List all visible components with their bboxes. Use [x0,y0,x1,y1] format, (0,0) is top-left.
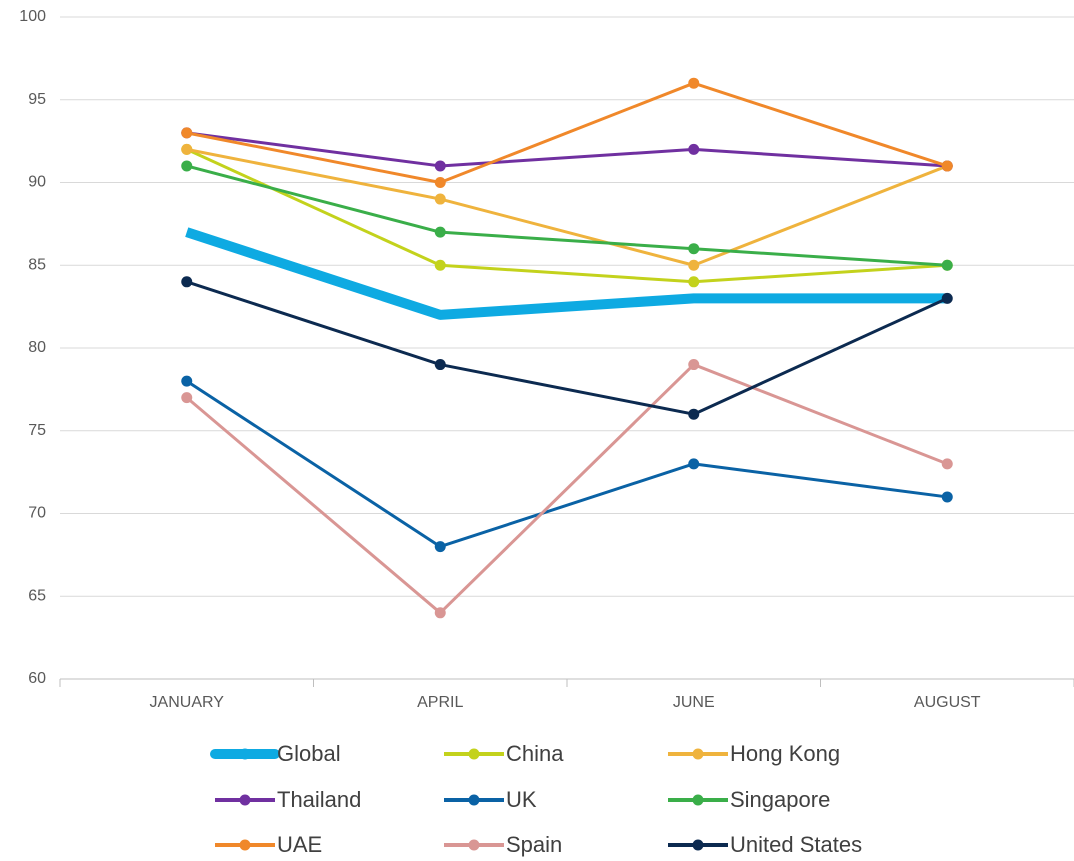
y-tick-label: 70 [28,505,46,522]
legend-label: UAE [277,832,322,857]
legend-marker [468,748,480,760]
point [181,160,193,172]
legend-marker [239,794,251,806]
point [941,491,953,503]
legend-label: United States [730,832,862,857]
legend-label: UK [506,787,537,812]
point [941,292,953,304]
point [434,226,446,238]
point [434,607,446,619]
point [688,243,700,255]
series-line [185,227,948,320]
legend-marker [239,839,251,851]
y-tick-label: 85 [28,256,46,273]
y-tick-label: 100 [19,8,46,25]
point [688,359,700,371]
y-tick-label: 65 [28,587,46,604]
series-line [186,81,948,184]
point [688,259,700,271]
point [434,193,446,205]
legend-marker [692,794,704,806]
legend-label: Hong Kong [730,741,840,766]
point [181,375,193,387]
y-tick-label: 75 [28,422,46,439]
legend-label: Global [277,741,341,766]
x-tick-label: AUGUST [914,694,981,711]
series-line [186,280,948,416]
point [181,392,193,404]
legend-marker [239,748,251,760]
legend-marker [468,794,480,806]
point [688,276,700,288]
point [688,458,700,470]
point [434,541,446,553]
series-line [185,363,948,615]
point [434,177,446,188]
series-line [185,379,948,549]
legend-label: Singapore [730,787,830,812]
series-line [186,147,948,267]
x-tick-label: JUNE [673,694,715,711]
point [181,143,193,155]
series-line [186,148,948,284]
point [941,160,953,172]
legend-label: Thailand [277,787,361,812]
y-tick-label: 95 [28,91,46,108]
y-tick-label: 80 [28,339,46,356]
legend-label: Spain [506,832,562,857]
y-tick-label: 90 [28,174,46,191]
y-tick-label: 60 [28,670,46,687]
series-line [186,131,948,168]
legend-marker [468,839,480,851]
point [181,276,193,288]
point [941,458,953,470]
point [688,77,700,89]
x-tick-label: APRIL [417,694,463,711]
series-line [186,164,948,267]
point [941,259,953,271]
legend-marker [692,839,704,851]
point [688,143,700,155]
point [181,127,193,139]
point [434,359,446,371]
point [434,259,446,271]
point [434,160,446,172]
legend-marker [692,748,704,760]
x-tick-label: JANUARY [150,694,225,711]
point [688,408,700,420]
legend-label: China [506,741,564,766]
